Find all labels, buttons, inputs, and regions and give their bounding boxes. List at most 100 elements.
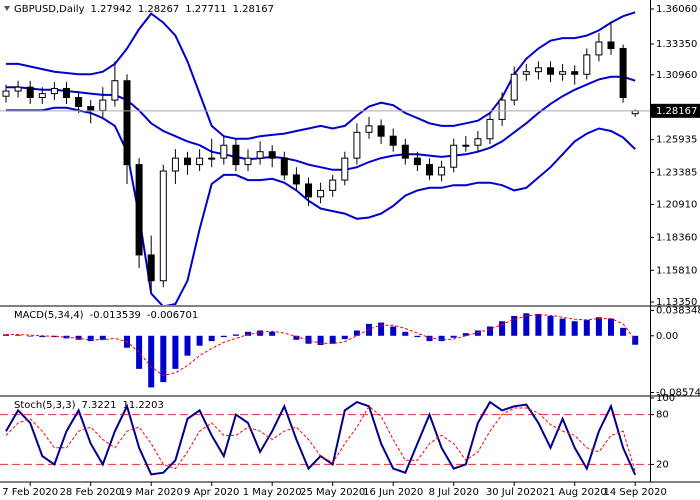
- candle-body: [305, 183, 312, 198]
- y-tick-label: 1.33350: [656, 39, 697, 50]
- candle-body: [486, 118, 494, 140]
- candle-body: [123, 80, 131, 166]
- candle-body: [559, 71, 567, 75]
- histogram-bar: [366, 323, 372, 336]
- histogram-bar: [341, 335, 348, 340]
- histogram-bar: [487, 326, 493, 336]
- candle-body: [353, 131, 361, 159]
- histogram-bar: [75, 335, 82, 340]
- x-tick-label: 7 Feb 2020: [2, 487, 58, 498]
- candle-body: [75, 96, 83, 108]
- histogram-bar: [511, 315, 518, 336]
- histogram-bar: [184, 335, 191, 356]
- x-tick-label: 28 Feb 2020: [60, 487, 122, 498]
- header-value: 1.28167: [233, 4, 274, 15]
- candle-body: [171, 157, 179, 172]
- histogram-bar: [51, 335, 58, 338]
- y-tick-label: 100: [656, 393, 675, 404]
- candle-body: [317, 189, 325, 198]
- candle-body: [159, 170, 167, 282]
- candle-body: [256, 151, 264, 159]
- y-tick-label: 1.23385: [656, 168, 697, 179]
- candle-body: [329, 179, 337, 191]
- histogram-bar: [353, 330, 360, 336]
- candle-body: [135, 164, 143, 256]
- histogram-bar: [499, 321, 506, 336]
- candle-body: [365, 125, 373, 133]
- histogram-bar: [3, 334, 9, 336]
- histogram-bar: [87, 335, 94, 342]
- header-value: 1.27942: [91, 4, 132, 15]
- histogram-bar: [208, 335, 215, 342]
- histogram-bar: [293, 335, 300, 340]
- candle-body: [244, 157, 252, 166]
- y-tick-label: 1.25935: [656, 135, 697, 146]
- histogram-bar: [535, 313, 542, 336]
- histogram-bar: [378, 322, 385, 336]
- histogram-bar: [27, 335, 34, 337]
- last-price-box: [651, 103, 700, 118]
- x-tick-label: 8 Jul 2020: [429, 487, 479, 498]
- last-price-label: 1.28167: [656, 106, 697, 117]
- histogram-bar: [220, 335, 227, 338]
- header-title: GBPUSD,Daily: [14, 4, 85, 15]
- histogram-bar: [474, 330, 481, 336]
- series-line: [6, 314, 636, 377]
- x-tick-label: 30 Jul 2020: [486, 487, 543, 498]
- histogram-bar: [583, 319, 590, 336]
- histogram-bar: [257, 330, 264, 336]
- candle-body: [547, 67, 554, 75]
- histogram-bar: [523, 313, 530, 336]
- y-tick-label: 0.038348: [656, 305, 700, 316]
- histogram-bar: [608, 318, 614, 336]
- candle-body: [583, 54, 591, 75]
- histogram-bar: [160, 335, 167, 383]
- x-tick-label: 21 Aug 2020: [543, 487, 607, 498]
- candle-body: [38, 93, 46, 98]
- candle-body: [2, 90, 10, 97]
- candle-body: [147, 254, 155, 282]
- histogram-bar: [232, 334, 239, 336]
- candle-body: [462, 144, 470, 147]
- histogram-bar: [402, 331, 409, 336]
- candle-body: [498, 99, 506, 120]
- candle-body: [522, 71, 530, 75]
- y-tick-label: -0.085748: [656, 388, 700, 399]
- histogram-bar: [317, 335, 324, 346]
- histogram-bar: [414, 335, 421, 338]
- candle-body: [87, 106, 95, 111]
- candle-body: [619, 47, 627, 98]
- x-tick-label: 19 Mar 2020: [119, 487, 182, 498]
- series-line: [6, 11, 636, 140]
- candle-body: [292, 174, 300, 185]
- candle-body: [280, 157, 288, 176]
- y-tick-label: 1.18360: [656, 232, 697, 243]
- header-title: Stoch(5,3,3): [14, 400, 76, 411]
- header-value: 11.2203: [122, 400, 163, 411]
- candle-body: [208, 157, 216, 160]
- candle-body: [63, 87, 70, 98]
- candle-body: [450, 144, 458, 168]
- histogram-bar: [632, 335, 639, 345]
- histogram-bar: [305, 335, 312, 344]
- histogram-bar: [571, 321, 578, 336]
- candle-body: [184, 157, 191, 166]
- header-value: 1.28267: [138, 4, 179, 15]
- candle-body: [607, 41, 615, 49]
- y-tick-label: 0.00: [656, 331, 678, 342]
- histogram-bar: [39, 335, 46, 338]
- header-value: 1.27711: [185, 4, 226, 15]
- header-value: -0.013539: [90, 310, 141, 321]
- y-tick-label: 80: [656, 410, 669, 421]
- series-line: [6, 106, 636, 305]
- candle-body: [111, 80, 119, 101]
- histogram-bar: [547, 315, 554, 336]
- candle-body: [389, 135, 397, 146]
- candle-body: [14, 86, 22, 92]
- candle-body: [401, 144, 409, 159]
- y-tick-label: 1.15810: [656, 265, 697, 276]
- x-tick-label: 9 Apr 2020: [184, 487, 239, 498]
- histogram-bar: [438, 335, 445, 342]
- histogram-bar: [450, 335, 457, 338]
